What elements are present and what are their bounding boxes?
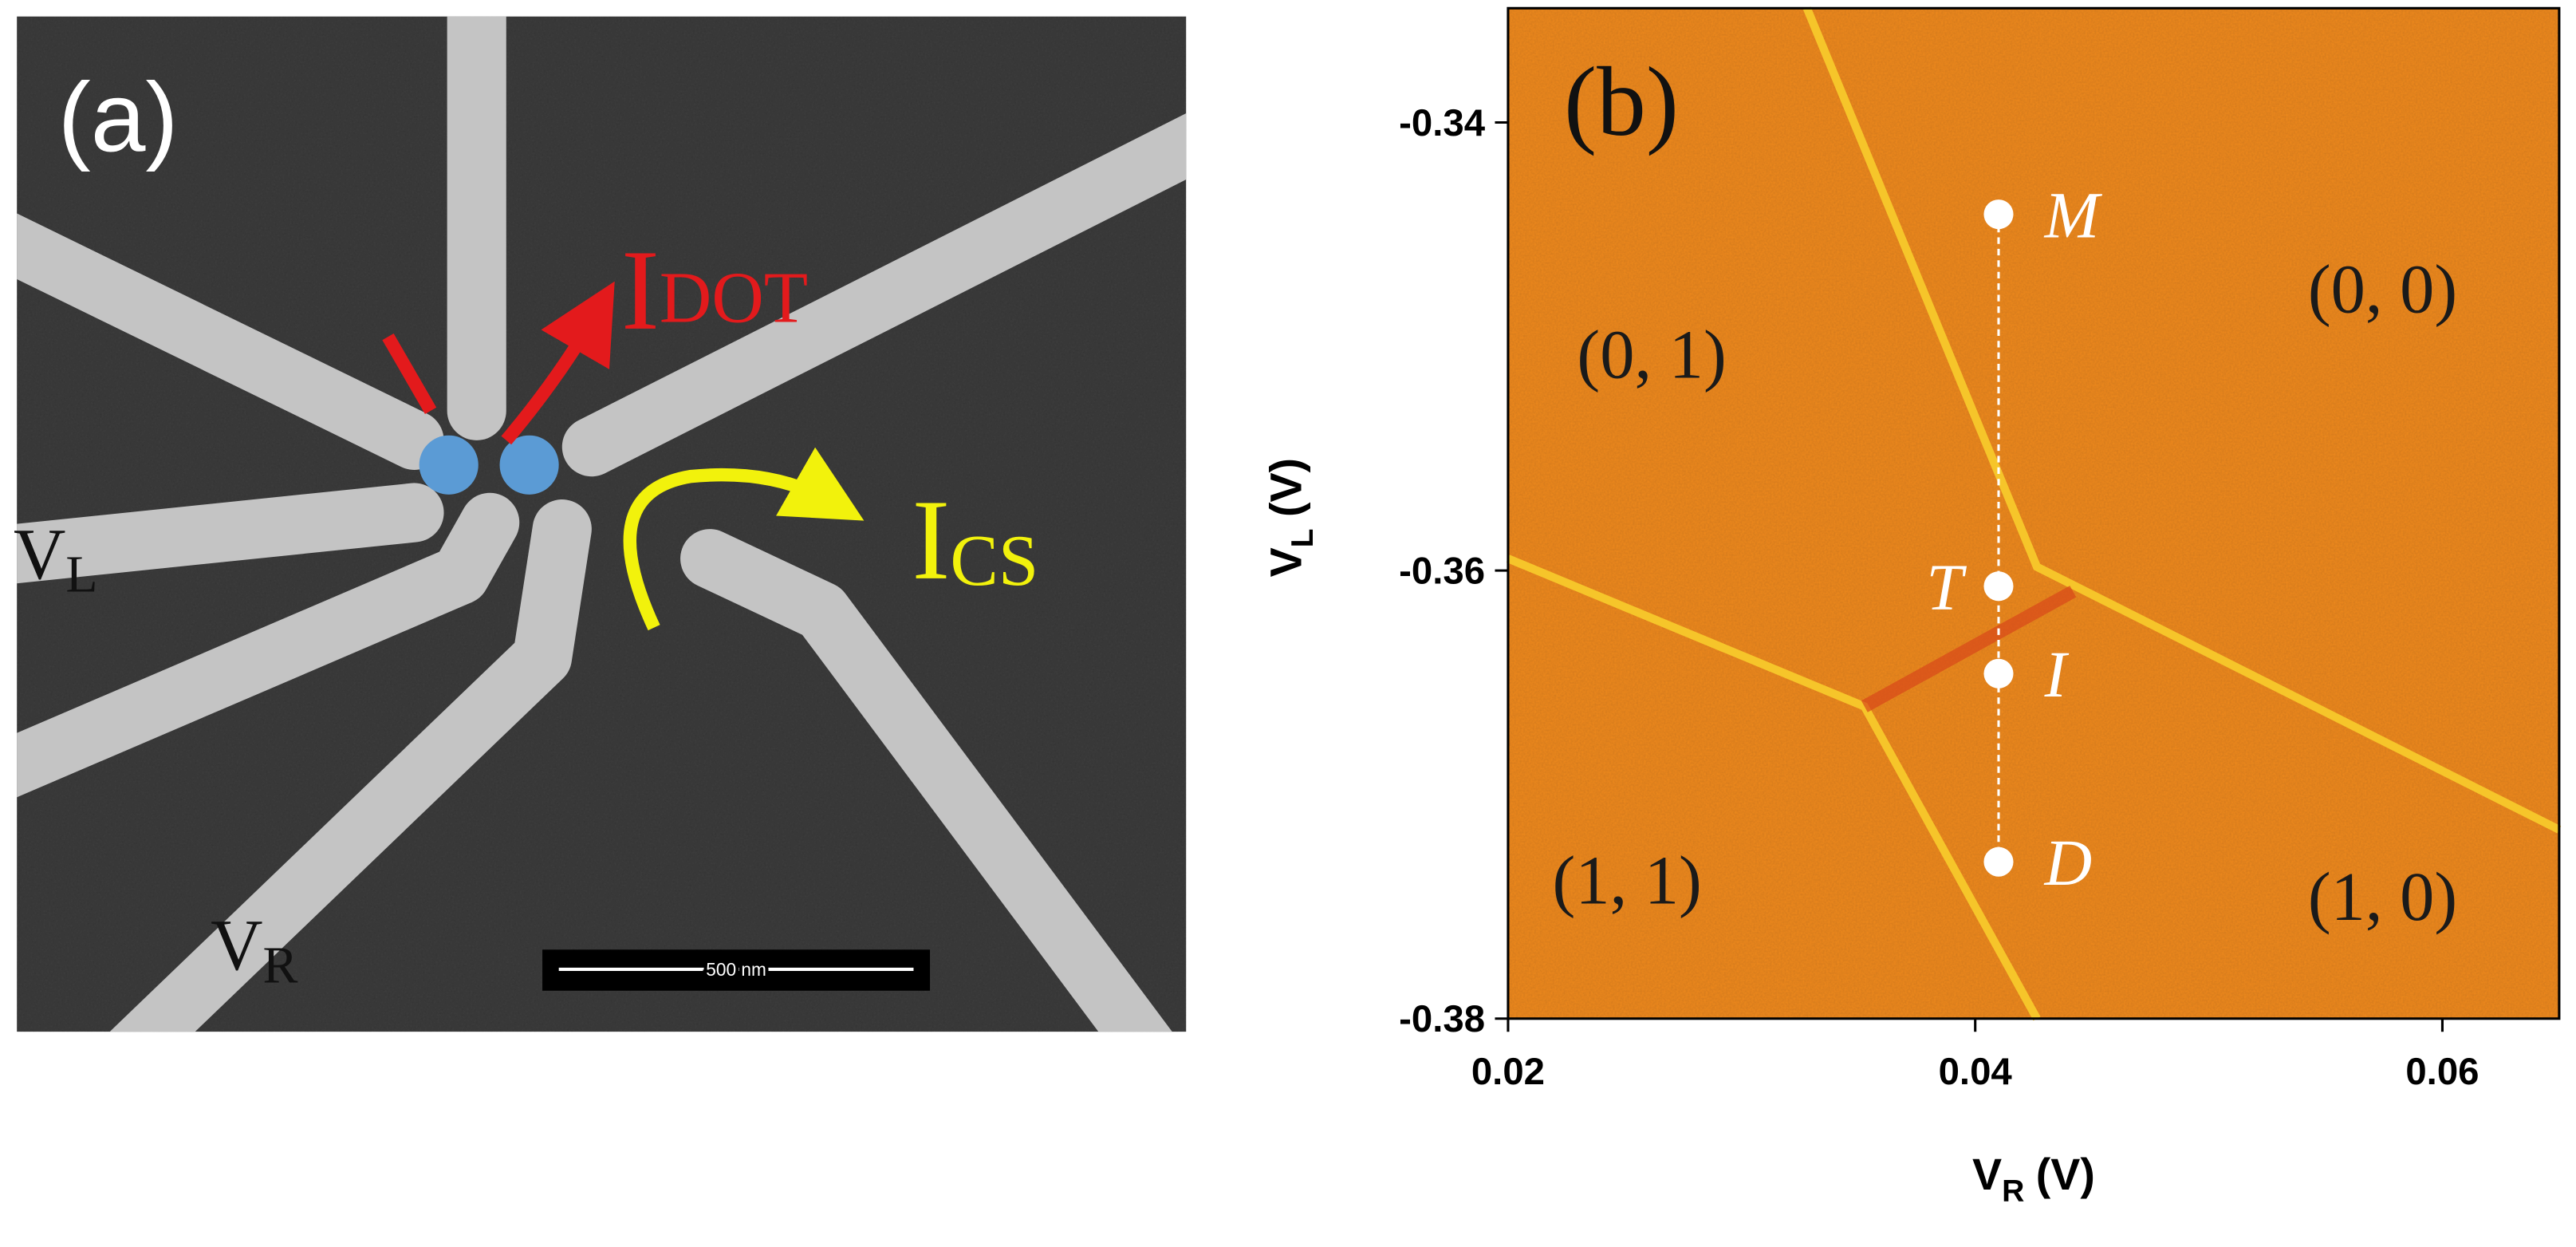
x-tick-label: 0.04: [1939, 1051, 2013, 1093]
gate: [109, 499, 592, 1032]
label-main: V: [1261, 547, 1310, 577]
current-label: IDOT: [621, 227, 808, 354]
panel-label: (a): [58, 62, 179, 172]
label-main: V: [14, 514, 65, 594]
x-tick-label: 0.02: [1471, 1051, 1545, 1093]
current-arrow: [382, 333, 437, 414]
point-label: M: [2044, 179, 2103, 251]
gate: [680, 529, 1172, 1032]
label-sub: DOT: [660, 258, 808, 338]
point: [1983, 571, 2014, 602]
sem-image: 500 nm: [17, 16, 1187, 1032]
interdot-line: [1861, 586, 2077, 712]
scale-bar-label: 500 nm: [706, 959, 766, 980]
point-label: D: [2044, 827, 2092, 899]
label-sub: CS: [950, 520, 1038, 601]
region-label: (0, 1): [1577, 317, 1726, 393]
region-label: (1, 1): [1553, 843, 1702, 919]
plot-background: [1507, 8, 2559, 1019]
label-main: V: [211, 905, 262, 985]
point-label: I: [2044, 638, 2070, 711]
current-label: ICS: [912, 477, 1038, 604]
current-arrow: [623, 447, 865, 631]
gate: [17, 483, 444, 584]
label-sub: R: [263, 936, 298, 994]
quantum-dot: [419, 435, 479, 495]
label-unit: (V): [2036, 1150, 2095, 1199]
region-label: (1, 0): [2308, 858, 2457, 935]
gate: [17, 213, 444, 470]
y-tick-label: -0.36: [1399, 550, 1485, 593]
label-unit: (V): [1261, 458, 1310, 517]
y-tick-label: -0.38: [1399, 998, 1485, 1040]
stability-diagram: [1506, 6, 2562, 1021]
label-sub: L: [1286, 528, 1320, 547]
point: [1983, 658, 2014, 689]
label-main: I: [912, 477, 950, 604]
label-sub: R: [2002, 1174, 2024, 1208]
plot-frame: [1507, 6, 2561, 1020]
x-axis-label: VR (V): [1972, 1150, 2095, 1208]
quantum-dot: [499, 435, 559, 495]
gate-label: VL: [14, 514, 98, 603]
current-arrow: [501, 281, 615, 445]
panel-label: (b): [1564, 47, 1679, 156]
label-main: I: [621, 227, 660, 354]
point: [1983, 846, 2014, 877]
point-label: T: [1926, 551, 1967, 624]
gate-label: VR: [211, 905, 297, 994]
y-axis-label: VL (V): [1261, 458, 1319, 578]
transition-line: [1802, 6, 2562, 834]
region-label: (0, 0): [2308, 251, 2457, 327]
point: [1983, 199, 2014, 230]
gate: [561, 112, 1187, 477]
label-sub: L: [65, 545, 97, 603]
gate: [17, 492, 520, 798]
label-main: V: [1972, 1150, 2002, 1199]
x-tick-label: 0.06: [2405, 1051, 2479, 1093]
y-tick-label: -0.34: [1399, 102, 1486, 144]
